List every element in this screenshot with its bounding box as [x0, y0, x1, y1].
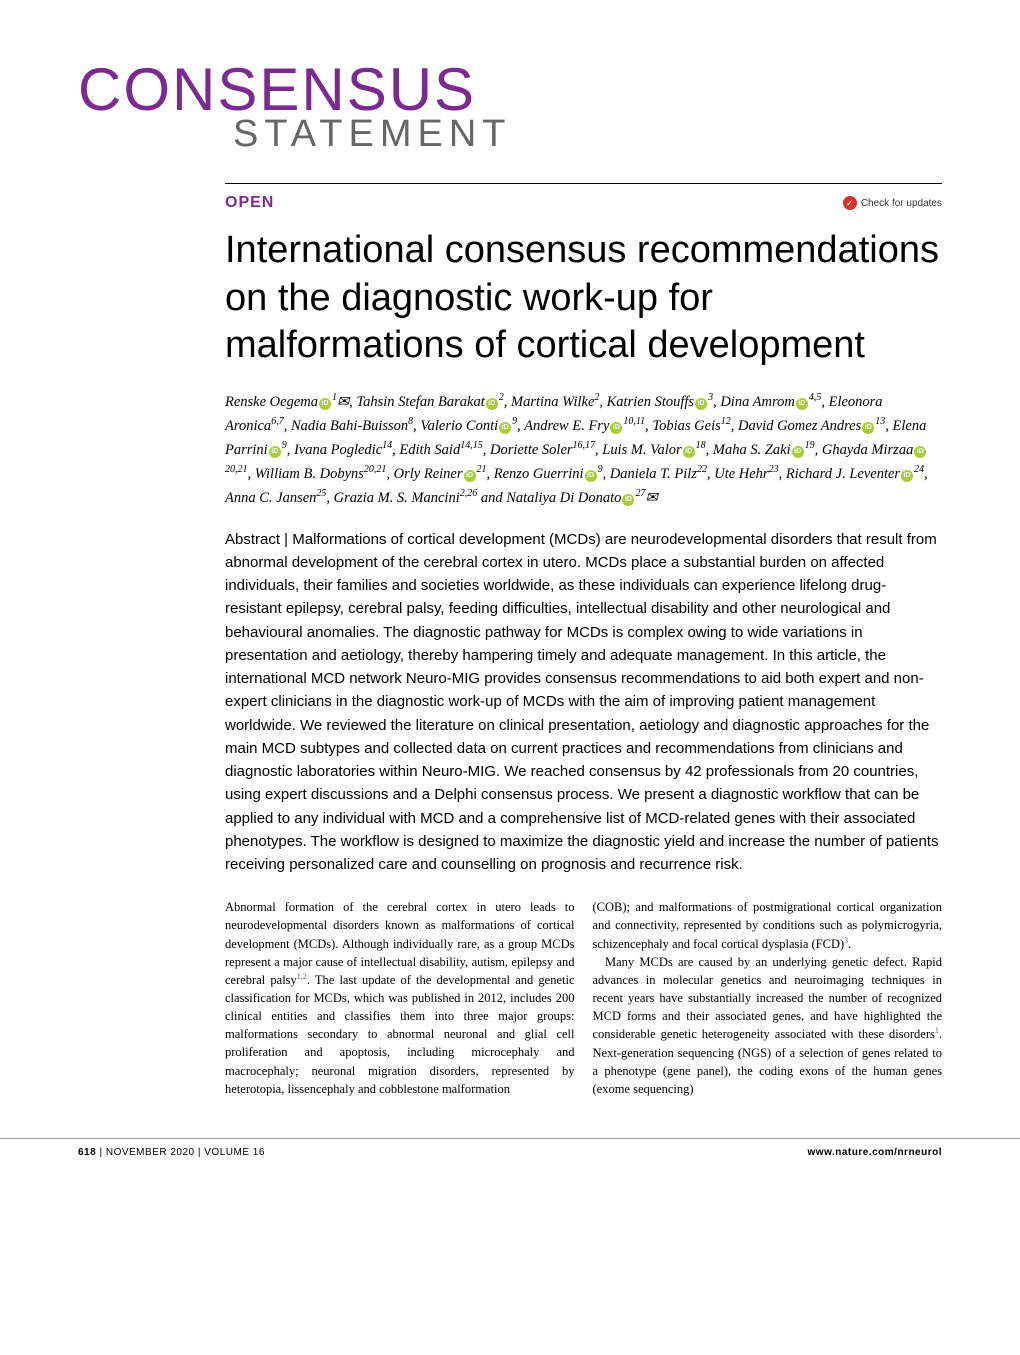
- body-text: . The last update of the developmental a…: [225, 973, 575, 1096]
- footer-volume: VOLUME 16: [204, 1147, 265, 1158]
- content-area: OPEN ✓ Check for updates International c…: [0, 183, 1020, 1098]
- abstract: Abstract | Malformations of cortical dev…: [225, 528, 942, 877]
- orcid-icon[interactable]: [901, 470, 913, 482]
- orcid-icon[interactable]: [622, 494, 634, 506]
- orcid-icon[interactable]: [269, 446, 281, 458]
- body-text: Many MCDs are caused by an underlying ge…: [593, 955, 943, 1042]
- masthead: CONSENSUS STATEMENT: [0, 60, 1020, 153]
- footer-left: 618 | NOVEMBER 2020 | VOLUME 16: [78, 1147, 265, 1158]
- consensus-label: CONSENSUS: [78, 60, 1020, 120]
- orcid-icon[interactable]: [464, 470, 476, 482]
- orcid-icon[interactable]: [319, 398, 331, 410]
- orcid-icon[interactable]: [792, 446, 804, 458]
- abstract-text: Malformations of cortical development (M…: [225, 531, 938, 874]
- orcid-icon[interactable]: [585, 470, 597, 482]
- check-updates-text: Check for updates: [861, 198, 942, 209]
- body-columns: Abnormal formation of the cerebral corte…: [225, 898, 942, 1098]
- check-updates-button[interactable]: ✓ Check for updates: [843, 196, 942, 210]
- body-column-right: (COB); and malformations of postmigratio…: [593, 898, 943, 1098]
- orcid-icon[interactable]: [862, 422, 874, 434]
- body-text: (COB); and malformations of postmigratio…: [593, 900, 943, 950]
- footer-url[interactable]: www.nature.com/nrneurol: [808, 1147, 942, 1158]
- check-updates-icon: ✓: [843, 196, 857, 210]
- orcid-icon[interactable]: [683, 446, 695, 458]
- orcid-icon[interactable]: [914, 446, 926, 458]
- open-row: OPEN ✓ Check for updates: [225, 183, 942, 212]
- footer-date: NOVEMBER 2020: [106, 1147, 195, 1158]
- citation-ref[interactable]: 1,2: [297, 972, 307, 981]
- statement-label: STATEMENT: [233, 115, 1020, 153]
- article-title: International consensus recommendations …: [225, 227, 942, 370]
- authors-list: Renske Oegema1✉, Tahsin Stefan Barakat2,…: [225, 390, 942, 510]
- abstract-label: Abstract |: [225, 531, 288, 548]
- page-footer: 618 | NOVEMBER 2020 | VOLUME 16 www.natu…: [0, 1138, 1020, 1166]
- body-column-left: Abnormal formation of the cerebral corte…: [225, 898, 575, 1098]
- open-access-label: OPEN: [225, 194, 274, 212]
- orcid-icon[interactable]: [796, 398, 808, 410]
- orcid-icon[interactable]: [499, 422, 511, 434]
- page-number: 618: [78, 1147, 96, 1158]
- orcid-icon[interactable]: [610, 422, 622, 434]
- body-text: .: [848, 937, 851, 951]
- orcid-icon[interactable]: [695, 398, 707, 410]
- orcid-icon[interactable]: [486, 398, 498, 410]
